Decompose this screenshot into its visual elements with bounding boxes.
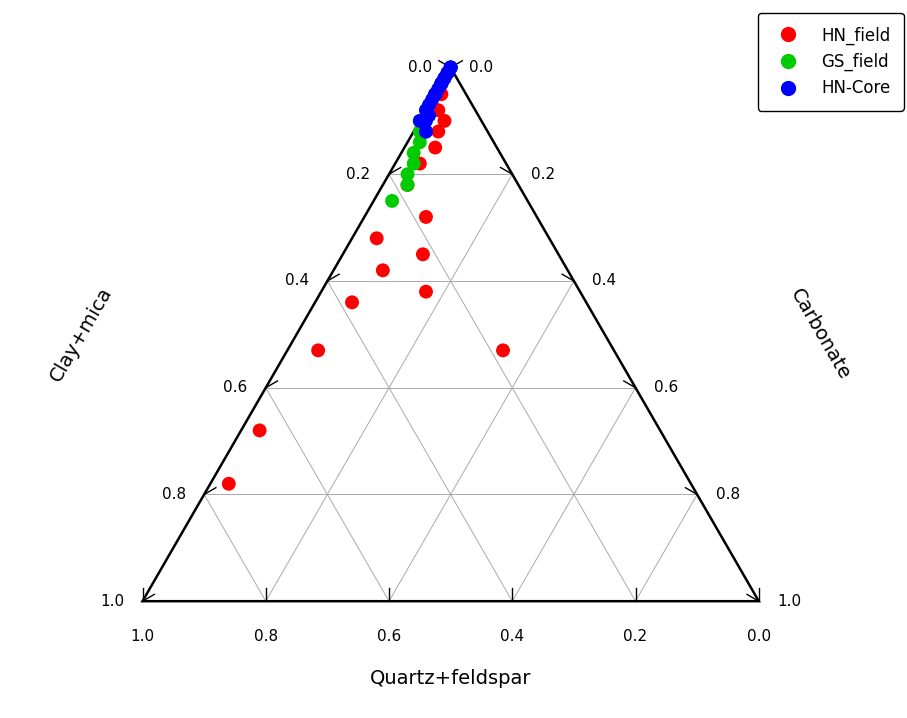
Text: 0.2: 0.2 (531, 167, 555, 182)
Point (440, 67, 454, 78)
Point (422, 110, 436, 121)
Text: 0.2: 0.2 (346, 167, 371, 182)
Point (444, 62, 458, 73)
Text: 0.0: 0.0 (408, 60, 432, 75)
Text: 0.6: 0.6 (654, 381, 678, 395)
Point (311, 345, 326, 356)
Point (345, 297, 359, 308)
Point (437, 73, 452, 84)
Point (413, 158, 427, 169)
Point (221, 478, 236, 490)
Text: 0.8: 0.8 (161, 487, 186, 502)
Text: 0.4: 0.4 (500, 629, 524, 644)
Point (440, 67, 454, 78)
Point (431, 104, 445, 116)
Point (419, 104, 434, 116)
Legend: HN_field, GS_field, HN-Core: HN_field, GS_field, HN-Core (758, 13, 903, 111)
Point (437, 73, 452, 84)
Text: 0.2: 0.2 (623, 629, 648, 644)
Text: 1.0: 1.0 (100, 594, 124, 609)
Text: 1.0: 1.0 (131, 629, 154, 644)
Point (428, 88, 443, 100)
Point (434, 78, 449, 89)
Point (422, 99, 436, 111)
Point (400, 169, 414, 180)
Text: Quartz+feldspar: Quartz+feldspar (370, 669, 532, 688)
Point (434, 78, 449, 89)
Text: Carbonate: Carbonate (786, 286, 854, 383)
Text: 1.0: 1.0 (777, 594, 802, 609)
Text: 0.0: 0.0 (746, 629, 771, 644)
Point (444, 62, 458, 73)
Point (444, 62, 458, 73)
Text: 0.6: 0.6 (377, 629, 401, 644)
Point (413, 136, 427, 148)
Point (496, 345, 511, 356)
Point (434, 78, 449, 89)
Point (419, 211, 434, 223)
Text: 0.4: 0.4 (285, 274, 309, 289)
Point (406, 158, 421, 169)
Point (375, 264, 390, 276)
Text: 0.8: 0.8 (254, 629, 278, 644)
Point (428, 88, 443, 100)
Point (419, 286, 434, 297)
Point (434, 88, 449, 100)
Text: 0.6: 0.6 (223, 381, 248, 395)
Point (437, 115, 452, 126)
Point (369, 233, 384, 244)
Point (428, 88, 443, 100)
Point (428, 142, 443, 154)
Point (431, 83, 445, 95)
Point (413, 126, 427, 137)
Point (252, 424, 267, 436)
Point (385, 195, 399, 207)
Point (400, 180, 414, 191)
Point (434, 78, 449, 89)
Text: 0.4: 0.4 (592, 274, 617, 289)
Point (444, 62, 458, 73)
Point (415, 248, 430, 260)
Point (437, 73, 452, 84)
Point (419, 104, 434, 116)
Point (419, 126, 434, 137)
Point (434, 78, 449, 89)
Point (431, 126, 445, 137)
Point (406, 147, 421, 159)
Point (419, 126, 434, 137)
Point (413, 115, 427, 126)
Point (413, 115, 427, 126)
Text: Clay+mica: Clay+mica (46, 284, 115, 385)
Text: 0.0: 0.0 (469, 60, 493, 75)
Point (422, 99, 436, 111)
Point (419, 115, 434, 126)
Point (440, 67, 454, 78)
Point (400, 180, 414, 191)
Point (428, 88, 443, 100)
Text: 0.8: 0.8 (716, 487, 740, 502)
Point (424, 94, 439, 106)
